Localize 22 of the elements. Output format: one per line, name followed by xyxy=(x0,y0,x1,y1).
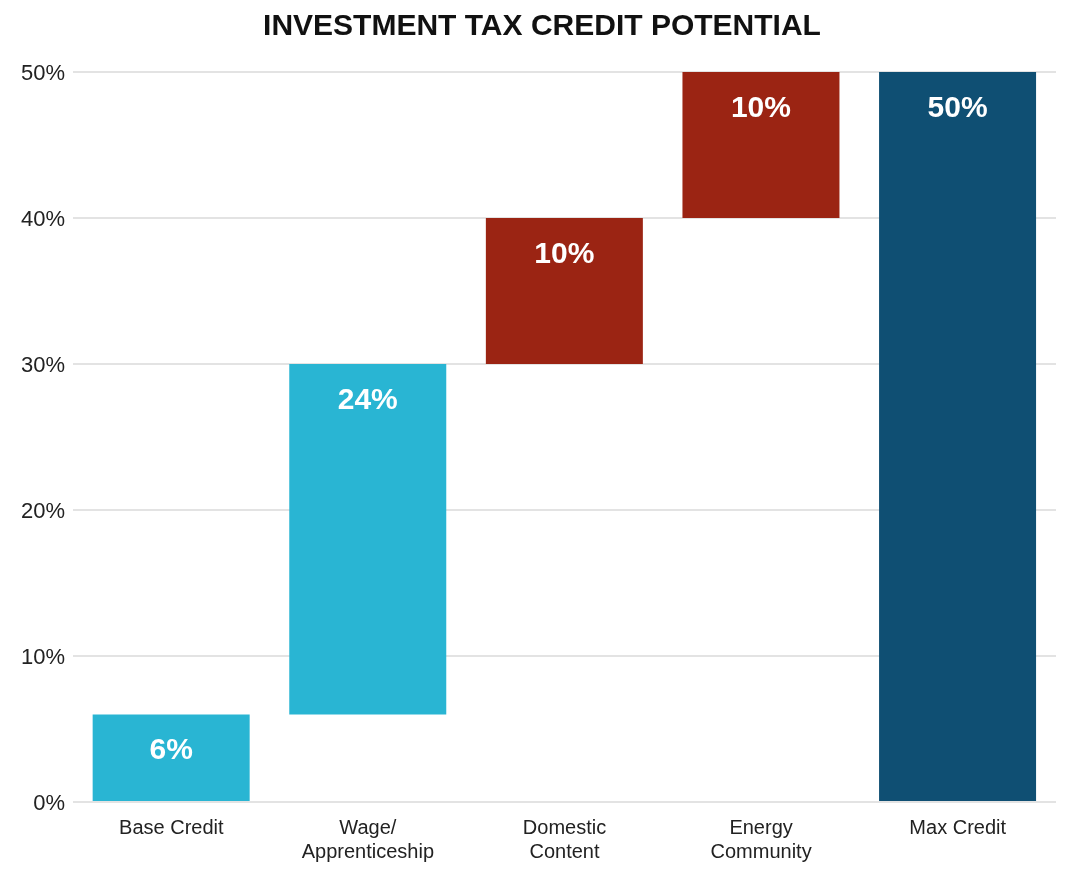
bar xyxy=(879,72,1037,802)
bar xyxy=(289,364,447,715)
y-tick-label: 0% xyxy=(33,789,65,815)
y-tick-label: 40% xyxy=(20,205,65,231)
chart-title: INVESTMENT TAX CREDIT POTENTIAL xyxy=(262,8,822,42)
x-tick-label: Base Credit xyxy=(119,816,224,838)
data-label: 24% xyxy=(337,382,398,415)
data-label: 50% xyxy=(927,90,988,123)
x-tick-label: Max Credit xyxy=(909,816,1007,838)
data-label: 6% xyxy=(149,732,193,766)
bar xyxy=(92,714,250,802)
y-tick-label: 20% xyxy=(20,497,65,523)
x-tick-label: Domestic Content xyxy=(522,816,607,862)
bar xyxy=(682,72,840,218)
x-tick-label: Energy Community xyxy=(710,816,812,862)
x-tick-label: Wage/ Apprenticeship xyxy=(301,816,435,862)
data-label: 10% xyxy=(534,236,595,269)
y-tick-label: 50% xyxy=(20,59,65,85)
data-label: 10% xyxy=(730,90,791,123)
y-tick-label: 30% xyxy=(20,351,65,377)
y-tick-label: 10% xyxy=(20,643,65,669)
bar xyxy=(485,218,643,364)
